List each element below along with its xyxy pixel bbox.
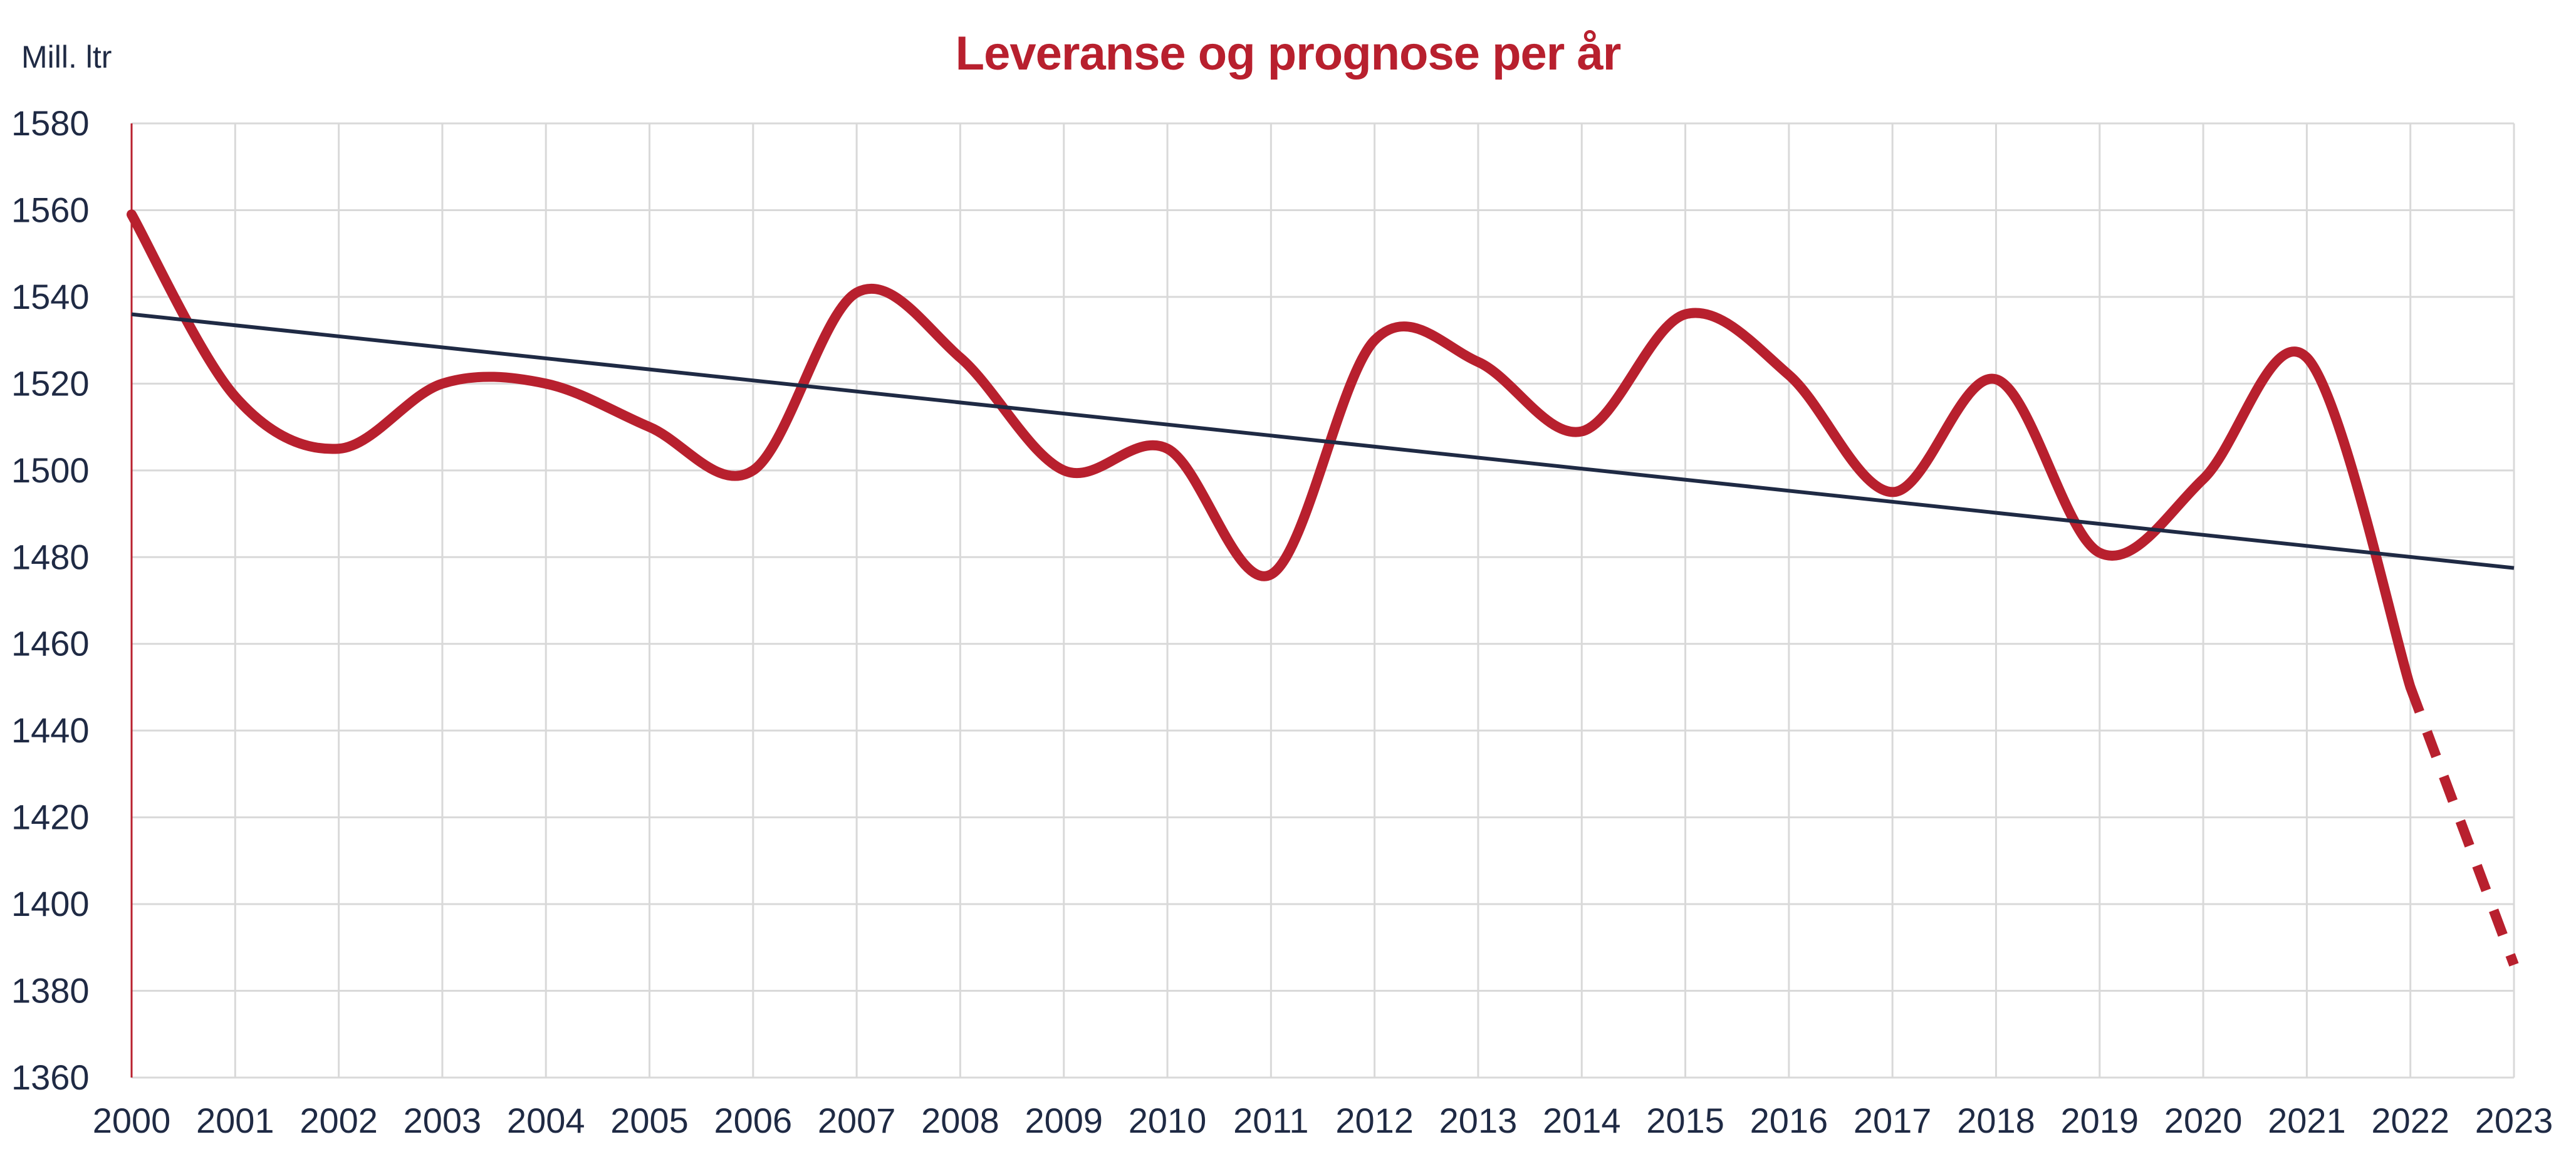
- x-tick-label: 2018: [1957, 1101, 2035, 1140]
- y-tick-label: 1580: [11, 103, 90, 143]
- x-tick-label: 2020: [2164, 1101, 2243, 1140]
- x-tick-label: 2008: [921, 1101, 999, 1140]
- x-tick-label: 2012: [1335, 1101, 1414, 1140]
- x-tick-label: 2015: [1646, 1101, 1724, 1140]
- y-tick-label: 1400: [11, 884, 90, 923]
- x-tick-label: 2021: [2268, 1101, 2346, 1140]
- y-tick-label: 1520: [11, 363, 90, 403]
- x-tick-label: 2000: [93, 1101, 171, 1140]
- x-tick-label: 2006: [714, 1101, 793, 1140]
- y-tick-label: 1380: [11, 971, 90, 1011]
- x-tick-label: 2007: [818, 1101, 896, 1140]
- y-tick-label: 1500: [11, 450, 90, 490]
- chart-title: Leveranse og prognose per år: [955, 27, 1622, 80]
- trend-line: [131, 312, 2515, 570]
- y-axis-unit-label: Mill. ltr: [21, 39, 112, 75]
- x-tick-label: 2019: [2060, 1101, 2139, 1140]
- x-tick-label: 2002: [300, 1101, 378, 1140]
- tick-layer: 1360 1380 1400 1420 1440 1460 1480 1500 1520 1540…: [11, 103, 2553, 1140]
- x-tick-label: 2013: [1439, 1101, 1518, 1140]
- series-layer: [127, 209, 2519, 967]
- y-tick-label: 1480: [11, 537, 90, 576]
- y-tick-label: 1420: [11, 798, 90, 837]
- y-tick-label: 1440: [11, 710, 90, 750]
- x-tick-label: 2004: [507, 1101, 585, 1140]
- x-tick-label: 2014: [1543, 1101, 1621, 1140]
- delivery-series-line: [127, 209, 2416, 692]
- y-tick-label: 1560: [11, 190, 90, 229]
- y-tick-label: 1360: [11, 1058, 90, 1097]
- x-tick-label: 2017: [1854, 1101, 1932, 1140]
- x-tick-label: 2022: [2371, 1101, 2449, 1140]
- x-tick-label: 2016: [1750, 1101, 1828, 1140]
- x-tick-label: 2001: [196, 1101, 274, 1140]
- y-tick-label: 1540: [11, 277, 90, 316]
- grid-layer: [130, 122, 2515, 1079]
- x-tick-label: 2003: [404, 1101, 482, 1140]
- forecast-series-line: [2406, 685, 2519, 967]
- x-tick-label: 2005: [610, 1101, 689, 1140]
- x-tick-label: 2009: [1025, 1101, 1103, 1140]
- x-tick-label: 2023: [2475, 1101, 2553, 1140]
- x-tick-label: 2010: [1129, 1101, 1207, 1140]
- y-tick-label: 1460: [11, 624, 90, 663]
- x-tick-label: 2011: [1233, 1101, 1308, 1140]
